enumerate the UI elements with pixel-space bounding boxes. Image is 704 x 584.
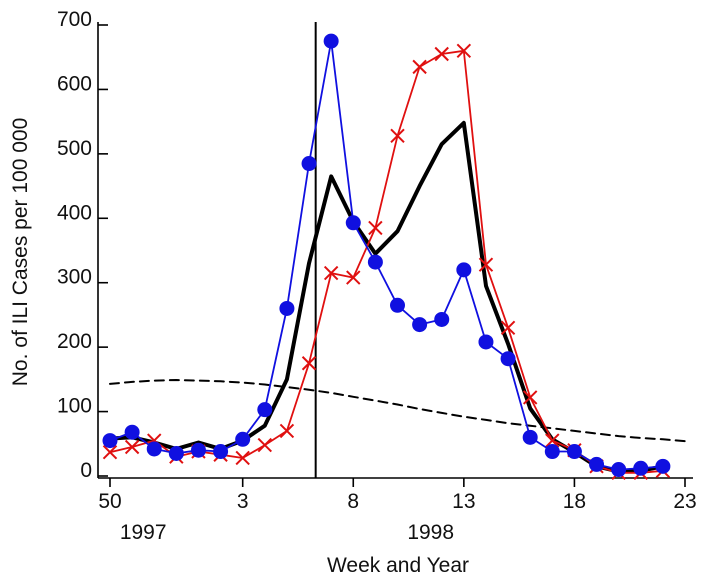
data-point [522, 429, 538, 445]
x-tick-label: 3 [237, 490, 249, 513]
y-tick-label: 700 [57, 8, 92, 31]
y-axis-title: No. of ILI Cases per 100 000 [9, 118, 32, 387]
data-point [213, 444, 229, 460]
data-point [146, 441, 162, 457]
x-tick-label: 23 [673, 490, 696, 513]
data-point [257, 402, 273, 418]
data-point [566, 444, 582, 460]
x-axis-title: Week and Year [327, 554, 469, 577]
x-tick-label: 50 [98, 490, 121, 513]
series-line [109, 40, 664, 471]
data-point [235, 450, 250, 466]
series-line [109, 49, 664, 474]
data-point [434, 46, 449, 62]
x-tick-label: 8 [347, 490, 359, 513]
data-point [124, 439, 140, 455]
data-point [456, 262, 472, 278]
data-point [301, 156, 317, 172]
data-point [367, 254, 383, 270]
data-point [168, 445, 184, 461]
data-point [412, 59, 427, 75]
y-tick-label: 400 [57, 201, 92, 224]
data-point [323, 33, 339, 49]
data-point [190, 442, 206, 458]
series-group [102, 43, 671, 480]
data-point [456, 43, 472, 58]
year-label: 1998 [407, 521, 454, 544]
data-point [545, 433, 560, 448]
data-point [544, 444, 560, 460]
data-point [390, 128, 405, 144]
series-line [108, 120, 665, 474]
y-ticks: 0 100 200 300 400 500 600 700 [57, 8, 108, 482]
data-point [279, 423, 295, 439]
x-tick-label: 13 [452, 490, 475, 513]
data-point [345, 215, 361, 231]
data-point [124, 424, 140, 440]
data-point [323, 265, 339, 281]
data-point [611, 462, 627, 478]
data-point [633, 460, 649, 476]
series-layer [102, 33, 686, 480]
data-point [368, 220, 383, 236]
data-point [102, 433, 118, 449]
data-point [478, 334, 494, 350]
data-point [301, 356, 317, 371]
data-point [412, 317, 428, 333]
y-tick-label: 600 [57, 72, 92, 95]
y-tick-label: 100 [57, 395, 92, 418]
data-point [346, 270, 361, 285]
data-point [589, 456, 605, 472]
y-tick-label: 200 [57, 330, 92, 353]
y-tick-label: 0 [80, 459, 92, 482]
data-point [500, 320, 516, 336]
data-point [235, 431, 251, 447]
data-point [478, 257, 494, 272]
series-group [108, 120, 665, 474]
year-label: 1997 [120, 521, 167, 544]
data-point [522, 390, 538, 405]
data-point [390, 297, 405, 313]
data-point [279, 300, 295, 316]
data-point [102, 444, 118, 460]
data-point [500, 351, 516, 367]
data-point [655, 458, 671, 474]
series-line-dashed [109, 379, 686, 443]
data-point [434, 311, 450, 327]
x-ticks: 50 3 8 13 18 23 [98, 478, 697, 513]
y-tick-label: 300 [57, 266, 92, 289]
y-tick-label: 500 [57, 137, 92, 160]
year-labels: 1997 1998 [120, 521, 454, 544]
series-group [102, 33, 671, 478]
series-group [109, 379, 686, 443]
data-point [257, 437, 273, 453]
x-tick-label: 18 [563, 490, 586, 513]
